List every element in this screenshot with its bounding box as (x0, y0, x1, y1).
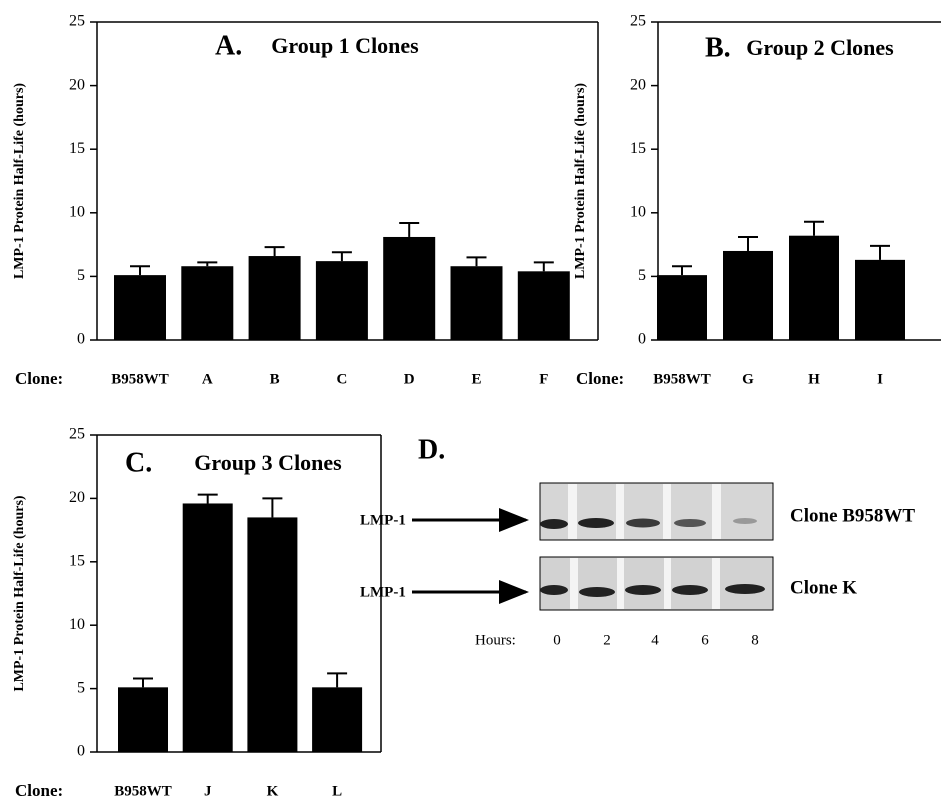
panel-label: A. (215, 30, 242, 61)
bar (181, 266, 233, 340)
bar (789, 236, 839, 340)
hour-label: 6 (701, 632, 709, 648)
chart-title: Group 2 Clones (746, 35, 894, 60)
y-tick-label: 25 (69, 426, 85, 443)
y-tick-label: 5 (77, 267, 85, 284)
bar (183, 503, 233, 752)
marker-label: LMP-1 (360, 584, 406, 600)
hour-label: 0 (553, 632, 561, 648)
x-tick-label: J (204, 783, 212, 799)
chart-title: Group 3 Clones (194, 450, 342, 475)
x-tick-label: G (742, 371, 754, 387)
y-tick-label: 10 (630, 203, 646, 220)
bar (383, 237, 435, 340)
hour-label: 2 (603, 632, 611, 648)
x-tick-label: F (539, 371, 548, 387)
x-tick-label: I (877, 371, 883, 387)
x-tick-label: C (336, 371, 347, 387)
bar (114, 275, 166, 340)
bar (657, 275, 707, 340)
y-tick-label: 15 (69, 552, 85, 569)
panel-label: C. (125, 447, 152, 478)
y-axis-label: LMP-1 Protein Half-Life (hours) (573, 83, 588, 279)
y-tick-label: 15 (630, 140, 646, 157)
bar (312, 687, 362, 752)
bar (855, 260, 905, 340)
figure: D. LMP-1 LMP-1 Clone B958WT Clone K Hour… (0, 0, 942, 804)
x-tick-label: E (471, 371, 481, 387)
y-tick-label: 5 (77, 679, 85, 696)
x-axis-label: Clone: (15, 369, 63, 388)
x-tick-label: K (267, 783, 279, 799)
x-tick-label: B (270, 371, 280, 387)
y-tick-label: 20 (69, 489, 85, 506)
bar (518, 271, 570, 340)
y-tick-label: 15 (69, 140, 85, 157)
x-tick-label: B958WT (114, 783, 172, 799)
x-tick-label: B958WT (111, 371, 169, 387)
x-axis-label: Clone: (15, 781, 63, 800)
y-tick-label: 10 (69, 203, 85, 220)
hour-label: 4 (651, 632, 659, 648)
panel-label: B. (705, 32, 731, 63)
x-axis-label: Clone: (576, 369, 624, 388)
bar (316, 261, 368, 340)
y-tick-label: 25 (630, 13, 646, 30)
hours-label: Hours: (475, 632, 516, 648)
y-axis-label: LMP-1 Protein Half-Life (hours) (12, 83, 27, 279)
y-tick-label: 20 (69, 76, 85, 93)
y-tick-label: 25 (69, 13, 85, 30)
x-tick-label: L (332, 783, 342, 799)
row-label: Clone K (790, 577, 857, 598)
marker-label: LMP-1 (360, 512, 406, 528)
panel-label: D. (418, 434, 445, 465)
y-tick-label: 5 (638, 267, 646, 284)
y-tick-label: 0 (77, 331, 85, 348)
y-tick-label: 10 (69, 616, 85, 633)
chart-title: Group 1 Clones (271, 33, 419, 58)
x-tick-label: A (202, 371, 213, 387)
x-tick-label: D (404, 371, 415, 387)
y-tick-label: 0 (638, 331, 646, 348)
bar (247, 517, 297, 752)
bar (118, 687, 168, 752)
x-tick-label: B958WT (653, 371, 711, 387)
y-tick-label: 0 (77, 743, 85, 760)
bar (723, 251, 773, 340)
hour-label: 8 (751, 632, 759, 648)
y-axis-label: LMP-1 Protein Half-Life (hours) (12, 495, 27, 691)
bar (249, 256, 301, 340)
bar (451, 266, 503, 340)
x-tick-label: H (808, 371, 820, 387)
row-label: Clone B958WT (790, 505, 915, 526)
y-tick-label: 20 (630, 76, 646, 93)
